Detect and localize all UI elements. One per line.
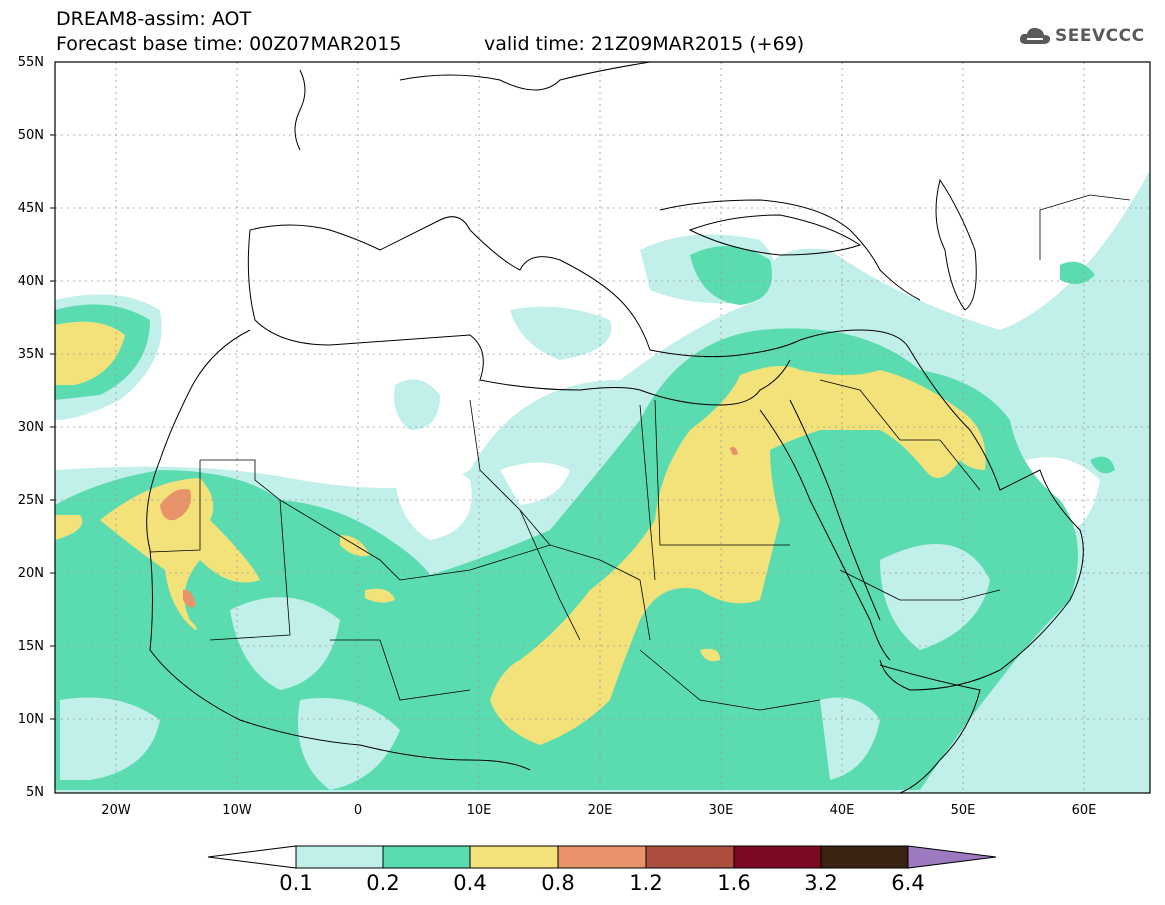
lat-label: 10N [17, 712, 44, 727]
lon-label: 60E [1071, 803, 1097, 818]
lon-label: 10E [466, 803, 492, 818]
coastlines [146, 62, 1084, 793]
borders [149, 194, 1131, 711]
logo-text: SEEVCCC [1055, 26, 1145, 46]
colorbar-label: 1.6 [717, 871, 751, 895]
seevccc-logo: SEEVCCC [1018, 24, 1145, 48]
colorbar-label: 3.2 [804, 871, 838, 895]
colorbar-bin [295, 845, 384, 869]
lon-label: 10W [222, 803, 252, 818]
lat-label: 25N [17, 493, 44, 508]
colorbar-label: 0.8 [541, 871, 575, 895]
colorbar-label: 1.2 [629, 871, 663, 895]
lat-label: 55N [17, 55, 44, 70]
colorbar-bin [382, 845, 471, 869]
lat-label: 50N [17, 128, 44, 143]
colorbar-bin [733, 845, 822, 869]
lat-label: 35N [17, 347, 44, 362]
lat-label: 15N [17, 639, 44, 654]
colorbar [207, 845, 997, 869]
colorbar-label: 0.2 [366, 871, 400, 895]
lat-label: 45N [17, 201, 44, 216]
colorbar-bin [469, 845, 559, 869]
lon-label: 40E [829, 803, 855, 818]
cloud-icon [1019, 27, 1051, 44]
lon-label: 30E [708, 803, 734, 818]
lat-label: 20N [17, 566, 44, 581]
lat-label: 30N [17, 420, 44, 435]
colorbar-label: 0.1 [279, 871, 313, 895]
colorbar-bin [820, 845, 909, 869]
colorbar-label: 0.4 [453, 871, 487, 895]
valid-time: valid time: 21Z09MAR2015 (+69) [484, 33, 805, 55]
colorbar-bin [557, 845, 647, 869]
colorbar-over-triangle [907, 845, 997, 869]
lon-label: 50E [950, 803, 976, 818]
colorbar-label: 6.4 [891, 871, 925, 895]
lon-label: 0 [353, 803, 363, 818]
map-title: DREAM8-assim: AOT [56, 8, 252, 30]
lon-label: 20W [101, 803, 131, 818]
graticule [55, 62, 1150, 793]
colorbar-bin [645, 845, 735, 869]
forecast-base-time: Forecast base time: 00Z07MAR2015 [56, 33, 402, 55]
lon-label: 20E [587, 803, 613, 818]
lat-label: 5N [26, 785, 44, 800]
lat-label: 40N [17, 274, 44, 289]
colorbar-under-triangle [207, 845, 297, 869]
